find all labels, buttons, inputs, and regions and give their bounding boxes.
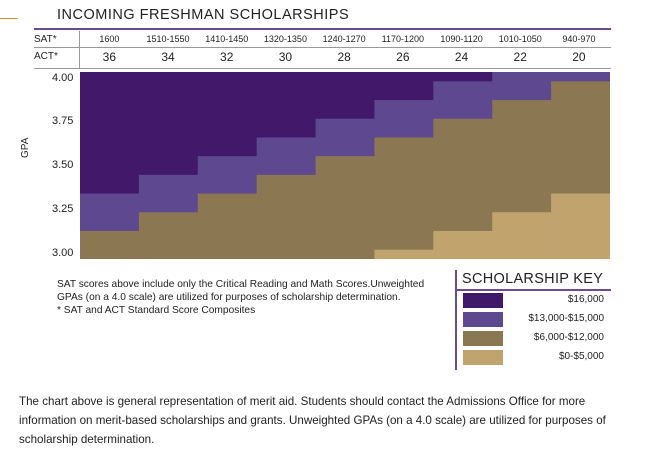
header-bottom-divider bbox=[34, 68, 611, 69]
scholarship-chart bbox=[80, 72, 610, 259]
scholarship-tier-cell bbox=[315, 72, 376, 120]
act-score-cell: 36 bbox=[102, 50, 117, 64]
gpa-tick: 3.75 bbox=[52, 115, 74, 127]
page-title: INCOMING FRESHMAN SCHOLARSHIPS bbox=[57, 7, 350, 23]
scholarship-tier-cell bbox=[433, 118, 493, 232]
scholarship-tier-cell bbox=[197, 193, 258, 259]
sat-range-cell: 1090-1120 bbox=[440, 34, 483, 44]
scholarship-tier-cell bbox=[492, 100, 552, 213]
sat-row-label: SAT* bbox=[34, 34, 57, 45]
key-swatch bbox=[463, 293, 503, 308]
gpa-tick: 3.00 bbox=[52, 247, 74, 259]
act-score-cell: 20 bbox=[572, 50, 586, 64]
key-label: $0-$5,000 bbox=[558, 351, 604, 362]
scholarship-tier-cell bbox=[551, 81, 610, 195]
key-swatch bbox=[463, 331, 503, 346]
key-swatch bbox=[463, 312, 503, 327]
sat-range-cell: 1170-1200 bbox=[381, 34, 425, 44]
scholarship-tier-cell bbox=[197, 156, 258, 195]
scholarship-tier-cell bbox=[551, 193, 610, 259]
scholarship-tier-cell bbox=[315, 118, 376, 157]
key-label: $16,000 bbox=[567, 294, 604, 305]
scholarship-tier-cell bbox=[138, 72, 199, 176]
key-swatch bbox=[463, 350, 503, 365]
act-score-cell: 26 bbox=[396, 50, 410, 64]
sat-range-cell: 1600 bbox=[99, 34, 120, 44]
act-score-cell: 34 bbox=[161, 50, 175, 64]
scholarship-tier-cell bbox=[492, 72, 552, 101]
title-divider bbox=[34, 28, 611, 30]
key-label: $13,000-$15,000 bbox=[528, 313, 604, 324]
key-border-left bbox=[455, 270, 457, 370]
scholarship-tier-cell bbox=[374, 137, 434, 251]
sat-range-cell: 1320-1350 bbox=[263, 34, 307, 44]
scholarship-tier-cell bbox=[374, 249, 434, 259]
scholarship-tier-cell bbox=[551, 72, 610, 82]
top-accent-line bbox=[0, 18, 18, 19]
act-score-cell: 32 bbox=[220, 50, 234, 64]
scholarship-tier-cell bbox=[374, 72, 434, 101]
act-score-cell: 24 bbox=[454, 50, 469, 64]
act-row-label: ACT* bbox=[34, 51, 58, 62]
scholarship-tier-cell bbox=[315, 156, 376, 259]
scholarship-tier-cell bbox=[256, 137, 317, 176]
scholarship-tier-cell bbox=[374, 100, 434, 139]
act-score-cell: 28 bbox=[337, 50, 351, 64]
scholarship-tier-cell bbox=[80, 193, 140, 232]
key-title: SCHOLARSHIP KEY bbox=[462, 271, 604, 287]
header-row-divider bbox=[34, 47, 611, 48]
footer-text: The chart above is general representatio… bbox=[19, 395, 606, 446]
notes-footnote: * SAT and ACT Standard Score Composites bbox=[57, 305, 256, 316]
sat-range-cell: 1010-1050 bbox=[498, 34, 542, 44]
scholarship-tier-cell bbox=[197, 72, 258, 157]
gpa-tick: 3.25 bbox=[52, 203, 74, 215]
scholarship-tier-cell bbox=[256, 174, 317, 259]
scholarship-tier-cell bbox=[256, 72, 317, 139]
act-score-cell: 22 bbox=[513, 50, 527, 64]
key-title-underline bbox=[455, 289, 611, 291]
scholarship-tier-cell bbox=[433, 230, 493, 259]
sat-range-cell: 1510-1550 bbox=[146, 34, 190, 44]
scholarship-tier-cell bbox=[138, 174, 199, 213]
sat-range-cell: 1410-1450 bbox=[205, 34, 249, 44]
scholarship-tier-cell bbox=[138, 212, 199, 259]
scholarship-tier-cell bbox=[492, 212, 552, 259]
scholarship-tier-cell bbox=[80, 230, 140, 259]
key-label: $6,000-$12,000 bbox=[533, 332, 604, 343]
sat-range-cell: 940-970 bbox=[562, 34, 596, 44]
chart-notes: SAT scores above include only the Critic… bbox=[57, 278, 452, 317]
sat-range-cell: 1240-1270 bbox=[322, 34, 366, 44]
gpa-tick: 4.00 bbox=[52, 72, 74, 84]
header-column-divider bbox=[79, 31, 80, 69]
scholarship-tier-cell bbox=[80, 72, 140, 195]
scholarship-tier-cell bbox=[433, 81, 493, 120]
scholarship-tier-cell bbox=[433, 72, 493, 82]
gpa-axis-label: GPA bbox=[20, 137, 31, 158]
act-score-cell: 30 bbox=[278, 50, 293, 64]
notes-main: SAT scores above include only the Critic… bbox=[57, 279, 425, 303]
gpa-tick: 3.50 bbox=[52, 159, 74, 171]
